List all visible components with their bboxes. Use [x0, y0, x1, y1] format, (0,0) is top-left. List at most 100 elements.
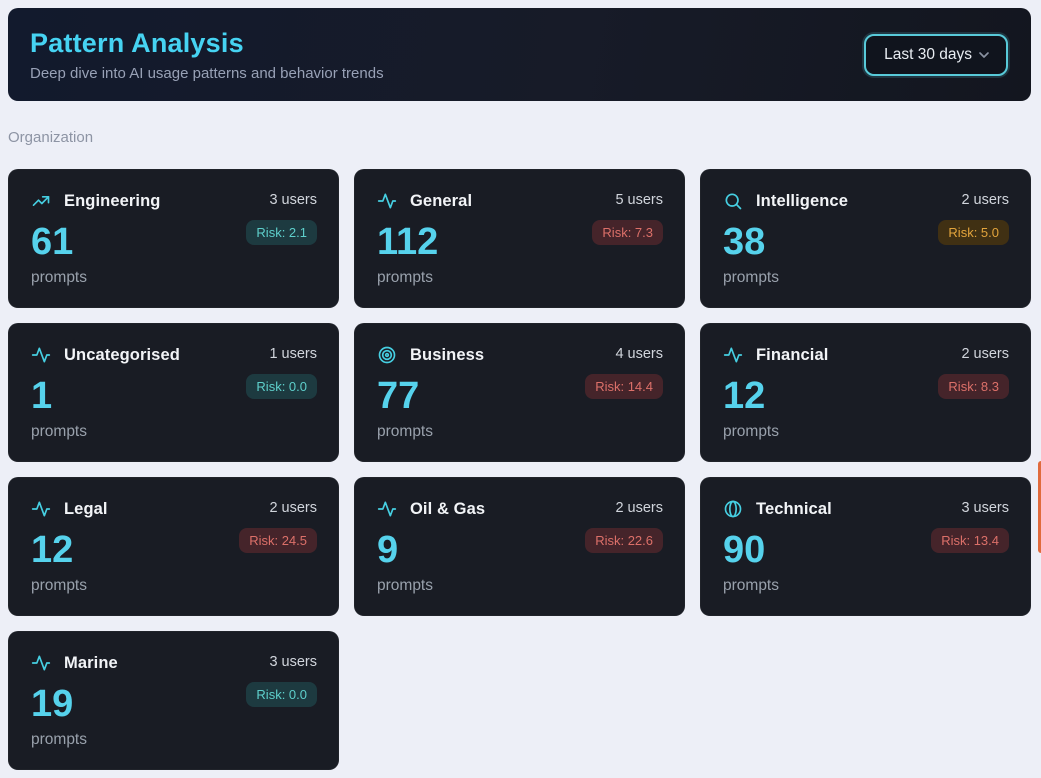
- users-count: 3 users: [269, 654, 317, 670]
- prompt-count: 90: [723, 529, 766, 571]
- header-text: Pattern Analysis Deep dive into AI usage…: [30, 28, 384, 82]
- prompt-count-unit: prompts: [723, 577, 779, 594]
- prompt-count-unit: prompts: [31, 731, 87, 748]
- risk-badge: Risk: 13.4: [931, 528, 1009, 553]
- date-range-dropdown[interactable]: Last 30 days: [864, 33, 1008, 76]
- offscreen-card-edge: [1038, 461, 1041, 553]
- activity-icon: [31, 653, 51, 673]
- org-card[interactable]: Intelligence 38 prompts 2 users Risk: 5.…: [700, 169, 1031, 308]
- card-title-row: Legal: [31, 497, 108, 521]
- prompt-count-unit: prompts: [377, 269, 433, 286]
- users-count: 3 users: [269, 192, 317, 208]
- card-right: 1 users Risk: 0.0: [246, 343, 317, 445]
- card-title: Legal: [64, 499, 108, 518]
- card-title-row: Financial: [723, 343, 828, 367]
- org-card[interactable]: Engineering 61 prompts 3 users Risk: 2.1: [8, 169, 339, 308]
- prompt-count-unit: prompts: [723, 423, 779, 440]
- page-title: Pattern Analysis: [30, 27, 244, 58]
- activity-icon: [377, 191, 397, 211]
- card-title: Marine: [64, 653, 118, 672]
- risk-badge: Risk: 0.0: [246, 682, 317, 707]
- card-right: 2 users Risk: 8.3: [938, 343, 1009, 445]
- card-left: Engineering 61 prompts: [31, 189, 160, 291]
- search-icon: [723, 191, 743, 211]
- activity-icon: [31, 345, 51, 365]
- card-title: Technical: [756, 499, 832, 518]
- card-title: General: [410, 191, 473, 210]
- card-title-row: Oil & Gas: [377, 497, 485, 521]
- users-count: 2 users: [961, 192, 1009, 208]
- page-header: Pattern Analysis Deep dive into AI usage…: [8, 8, 1031, 101]
- prompt-count-unit: prompts: [31, 577, 87, 594]
- risk-badge: Risk: 2.1: [246, 220, 317, 245]
- prompt-count: 12: [31, 529, 74, 571]
- risk-badge: Risk: 7.3: [592, 220, 663, 245]
- prompt-count: 9: [377, 529, 399, 571]
- users-count: 4 users: [615, 346, 663, 362]
- prompt-count: 112: [377, 221, 439, 263]
- card-title-row: Business: [377, 343, 484, 367]
- org-card[interactable]: Technical 90 prompts 3 users Risk: 13.4: [700, 477, 1031, 616]
- org-card[interactable]: Oil & Gas 9 prompts 2 users Risk: 22.6: [354, 477, 685, 616]
- card-left: Oil & Gas 9 prompts: [377, 497, 485, 599]
- card-right: 3 users Risk: 0.0: [246, 651, 317, 753]
- card-right: 3 users Risk: 2.1: [246, 189, 317, 291]
- risk-badge: Risk: 22.6: [585, 528, 663, 553]
- users-count: 3 users: [961, 500, 1009, 516]
- users-count: 5 users: [615, 192, 663, 208]
- chevron-down-icon: [976, 47, 992, 63]
- users-count: 2 users: [615, 500, 663, 516]
- org-card[interactable]: Financial 12 prompts 2 users Risk: 8.3: [700, 323, 1031, 462]
- org-card[interactable]: Uncategorised 1 prompts 1 users Risk: 0.…: [8, 323, 339, 462]
- prompt-count: 12: [723, 375, 766, 417]
- organization-grid: Engineering 61 prompts 3 users Risk: 2.1…: [8, 169, 1031, 770]
- card-title-row: Technical: [723, 497, 832, 521]
- risk-badge: Risk: 5.0: [938, 220, 1009, 245]
- card-title: Intelligence: [756, 191, 848, 210]
- card-title-row: Uncategorised: [31, 343, 180, 367]
- prompt-count: 19: [31, 683, 74, 725]
- card-left: Uncategorised 1 prompts: [31, 343, 180, 445]
- prompt-count-unit: prompts: [31, 269, 87, 286]
- card-right: 3 users Risk: 13.4: [931, 497, 1009, 599]
- risk-badge: Risk: 8.3: [938, 374, 1009, 399]
- card-right: 4 users Risk: 14.4: [585, 343, 663, 445]
- activity-icon: [723, 345, 743, 365]
- org-card[interactable]: General 112 prompts 5 users Risk: 7.3: [354, 169, 685, 308]
- prompt-count-unit: prompts: [377, 423, 433, 440]
- trending-up-icon: [31, 191, 51, 211]
- risk-badge: Risk: 0.0: [246, 374, 317, 399]
- card-title: Engineering: [64, 191, 161, 210]
- activity-icon: [31, 499, 51, 519]
- card-right: 5 users Risk: 7.3: [592, 189, 663, 291]
- card-title-row: Engineering: [31, 189, 160, 213]
- card-title: Oil & Gas: [410, 499, 486, 518]
- prompt-count: 77: [377, 375, 420, 417]
- users-count: 2 users: [269, 500, 317, 516]
- activity-icon: [377, 499, 397, 519]
- card-right: 2 users Risk: 22.6: [585, 497, 663, 599]
- org-card[interactable]: Legal 12 prompts 2 users Risk: 24.5: [8, 477, 339, 616]
- risk-badge: Risk: 24.5: [239, 528, 317, 553]
- users-count: 2 users: [961, 346, 1009, 362]
- prompt-count-unit: prompts: [723, 269, 779, 286]
- card-left: Marine 19 prompts: [31, 651, 118, 753]
- prompt-count: 38: [723, 221, 766, 263]
- card-title: Financial: [756, 345, 829, 364]
- card-title-row: Marine: [31, 651, 118, 675]
- prompt-count: 1: [31, 375, 53, 417]
- target-icon: [377, 345, 397, 365]
- risk-badge: Risk: 14.4: [585, 374, 663, 399]
- card-right: 2 users Risk: 5.0: [938, 189, 1009, 291]
- org-card[interactable]: Business 77 prompts 4 users Risk: 14.4: [354, 323, 685, 462]
- card-left: Technical 90 prompts: [723, 497, 832, 599]
- prompt-count-unit: prompts: [377, 577, 433, 594]
- users-count: 1 users: [269, 346, 317, 362]
- org-card[interactable]: Marine 19 prompts 3 users Risk: 0.0: [8, 631, 339, 770]
- card-title-row: Intelligence: [723, 189, 848, 213]
- page-subtitle: Deep dive into AI usage patterns and beh…: [30, 64, 384, 82]
- card-title: Uncategorised: [64, 345, 180, 364]
- sphere-icon: [723, 499, 743, 519]
- organization-section-label: Organization: [8, 129, 94, 146]
